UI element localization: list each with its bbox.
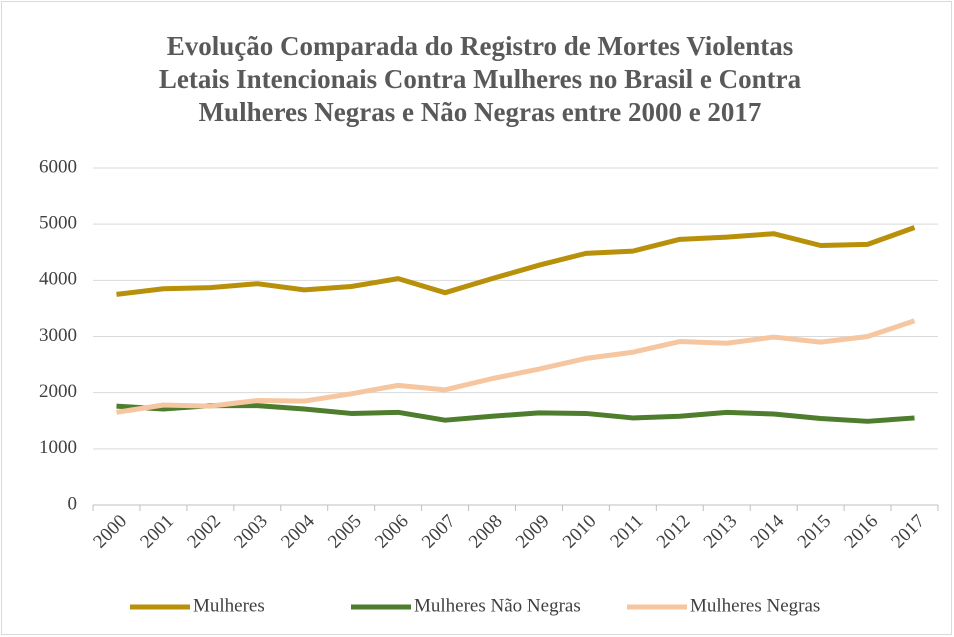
x-tick-label: 2013: [700, 511, 742, 553]
x-tick-label: 2004: [277, 510, 319, 552]
x-tick-label: 2015: [794, 511, 836, 553]
y-tick-label: 4000: [39, 269, 77, 290]
x-tick-label: 2017: [887, 511, 929, 553]
series-line: [116, 225, 916, 297]
series-line: [116, 403, 915, 424]
x-tick-label: 2012: [653, 511, 695, 553]
x-tick-label: 2009: [512, 511, 554, 553]
x-tick-label: 2002: [183, 511, 225, 553]
x-tick-label: 2007: [418, 511, 460, 553]
y-tick-label: 6000: [39, 156, 77, 177]
legend-label: Mulheres Negras: [690, 595, 820, 616]
x-tick-label: 2005: [324, 511, 366, 553]
x-tick-label: 2014: [747, 510, 789, 552]
legend-label: Mulheres Não Negras: [414, 595, 581, 616]
x-tick-label: 2010: [559, 511, 601, 553]
y-tick-label: 1000: [39, 437, 77, 458]
y-tick-label: 3000: [39, 325, 77, 346]
x-tick-label: 2008: [465, 511, 507, 553]
x-tick-label: 2006: [371, 511, 413, 553]
x-tick-label: 2003: [230, 511, 272, 553]
series-line: [116, 318, 916, 415]
y-tick-label: 0: [68, 493, 78, 514]
x-tick-label: 2000: [89, 511, 131, 553]
chart-title: Evolução Comparada do Registro de Mortes…: [158, 31, 802, 127]
x-tick-label: 2016: [840, 511, 882, 553]
legend-label: Mulheres: [193, 595, 265, 616]
y-tick-label: 5000: [39, 213, 77, 234]
x-tick-label: 2011: [606, 511, 647, 552]
x-tick-label: 2001: [136, 511, 178, 553]
y-tick-label: 2000: [39, 381, 77, 402]
